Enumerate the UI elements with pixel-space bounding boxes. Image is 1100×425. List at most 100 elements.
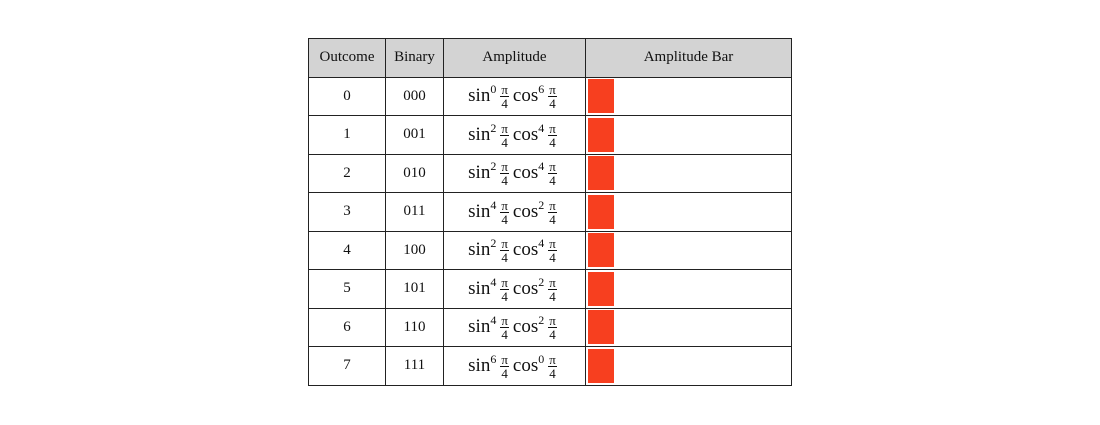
exponent: 6 [538, 82, 545, 97]
amplitude-bar [588, 271, 614, 306]
amplitude-bar [588, 233, 614, 268]
exponent: 0 [490, 82, 497, 97]
fraction-numerator: π [500, 313, 509, 329]
outcome-cell: 0 [308, 76, 386, 116]
amplitude-cell: sin4 π 4 cos2 π 4 [443, 307, 586, 347]
fraction-denominator: 4 [501, 96, 508, 112]
fraction-numerator: π [500, 236, 509, 252]
amplitude-bar-cell [585, 192, 792, 232]
fraction-numerator: π [548, 274, 557, 290]
amplitude-bar-cell [585, 230, 792, 270]
fraction-denominator: 4 [501, 211, 508, 227]
header-cell: Amplitude [443, 38, 586, 78]
amplitude-bar-cell [585, 115, 792, 155]
function-name: sin [468, 162, 491, 184]
function-name: sin [468, 200, 491, 222]
function-name: sin [468, 277, 491, 299]
amplitude-cell: sin2 π 4 cos4 π 4 [443, 115, 586, 155]
exponent: 2 [538, 313, 545, 328]
fraction-denominator: 4 [501, 250, 508, 266]
fraction-denominator: 4 [549, 96, 556, 112]
fraction-denominator: 4 [501, 288, 508, 304]
exponent: 2 [490, 120, 497, 135]
amplitude-bar [588, 156, 614, 191]
fraction-numerator: π [548, 351, 557, 367]
outcome-cell: 5 [308, 269, 386, 309]
outcome-cell: 4 [308, 230, 386, 270]
exponent: 2 [538, 197, 545, 212]
amplitude-expression: sin4 π 4 cos2 π 4 [468, 275, 561, 303]
exponent: 6 [490, 351, 497, 366]
amplitude-cell: sin4 π 4 cos2 π 4 [443, 192, 586, 232]
fraction-denominator: 4 [549, 250, 556, 266]
outcome-cell: 6 [308, 307, 386, 347]
fraction-denominator: 4 [549, 211, 556, 227]
fraction-denominator: 4 [549, 365, 556, 381]
amplitude-expression: sin0 π 4 cos6 π 4 [468, 82, 561, 110]
amplitude-expression: sin4 π 4 cos2 π 4 [468, 197, 561, 226]
amplitude-expression: sin6 π 4 cos0 π 4 [468, 351, 561, 380]
table-row: 6 110 sin4 π 4 cos2 π 4 [308, 307, 792, 347]
function-name: cos [512, 239, 539, 261]
amplitude-table: Outcome Binary Amplitude Amplitude Bar 0… [308, 38, 792, 386]
function-name: cos [512, 200, 539, 222]
header-cell: Outcome [308, 38, 386, 78]
table-row: 7 111 sin6 π 4 cos0 π 4 [308, 346, 792, 386]
exponent: 4 [538, 236, 545, 251]
function-name: sin [468, 239, 491, 261]
fraction-denominator: 4 [549, 327, 556, 343]
fraction-denominator: 4 [501, 365, 508, 381]
fraction-numerator: π [500, 274, 509, 290]
function-name: cos [512, 277, 539, 299]
binary-cell: 110 [385, 307, 444, 347]
fraction-numerator: π [500, 82, 509, 98]
binary-cell: 011 [385, 192, 444, 232]
binary-cell: 111 [385, 346, 444, 386]
table-row: 3 011 sin4 π 4 cos2 π 4 [308, 192, 792, 232]
fraction-numerator: π [500, 159, 509, 175]
fraction-numerator: π [548, 313, 557, 329]
fraction-denominator: 4 [501, 173, 508, 189]
fraction-numerator: π [548, 82, 557, 98]
header-cell: Amplitude Bar [585, 38, 792, 78]
table-row: 1 001 sin2 π 4 cos4 π 4 [308, 115, 792, 155]
header-row: Outcome Binary Amplitude Amplitude Bar [308, 38, 792, 78]
binary-cell: 101 [385, 269, 444, 309]
binary-cell: 001 [385, 115, 444, 155]
binary-cell: 100 [385, 230, 444, 270]
function-name: sin [468, 123, 491, 145]
amplitude-cell: sin0 π 4 cos6 π 4 [443, 76, 586, 116]
amplitude-bar [588, 79, 614, 114]
table-row: 0 000 sin0 π 4 cos6 π 4 [308, 76, 792, 116]
fraction-denominator: 4 [501, 134, 508, 150]
table-row: 5 101 sin4 π 4 cos2 π 4 [308, 269, 792, 309]
amplitude-bar-cell [585, 307, 792, 347]
function-name: cos [512, 316, 539, 338]
binary-cell: 000 [385, 76, 444, 116]
exponent: 4 [538, 159, 545, 174]
table-row: 2 010 sin2 π 4 cos4 π 4 [308, 153, 792, 193]
outcome-cell: 3 [308, 192, 386, 232]
amplitude-cell: sin2 π 4 cos4 π 4 [443, 153, 586, 193]
binary-cell: 010 [385, 153, 444, 193]
amplitude-expression: sin2 π 4 cos4 π 4 [468, 120, 561, 149]
function-name: cos [512, 354, 539, 376]
exponent: 2 [490, 159, 497, 174]
function-name: sin [468, 354, 491, 376]
fraction-numerator: π [500, 120, 509, 136]
fraction-numerator: π [500, 197, 509, 213]
table-body: 0 000 sin0 π 4 cos6 π 4 1 001 sin2 π 4 cos4 π 4 2 010 sin2… [308, 76, 792, 386]
amplitude-bar-cell [585, 153, 792, 193]
